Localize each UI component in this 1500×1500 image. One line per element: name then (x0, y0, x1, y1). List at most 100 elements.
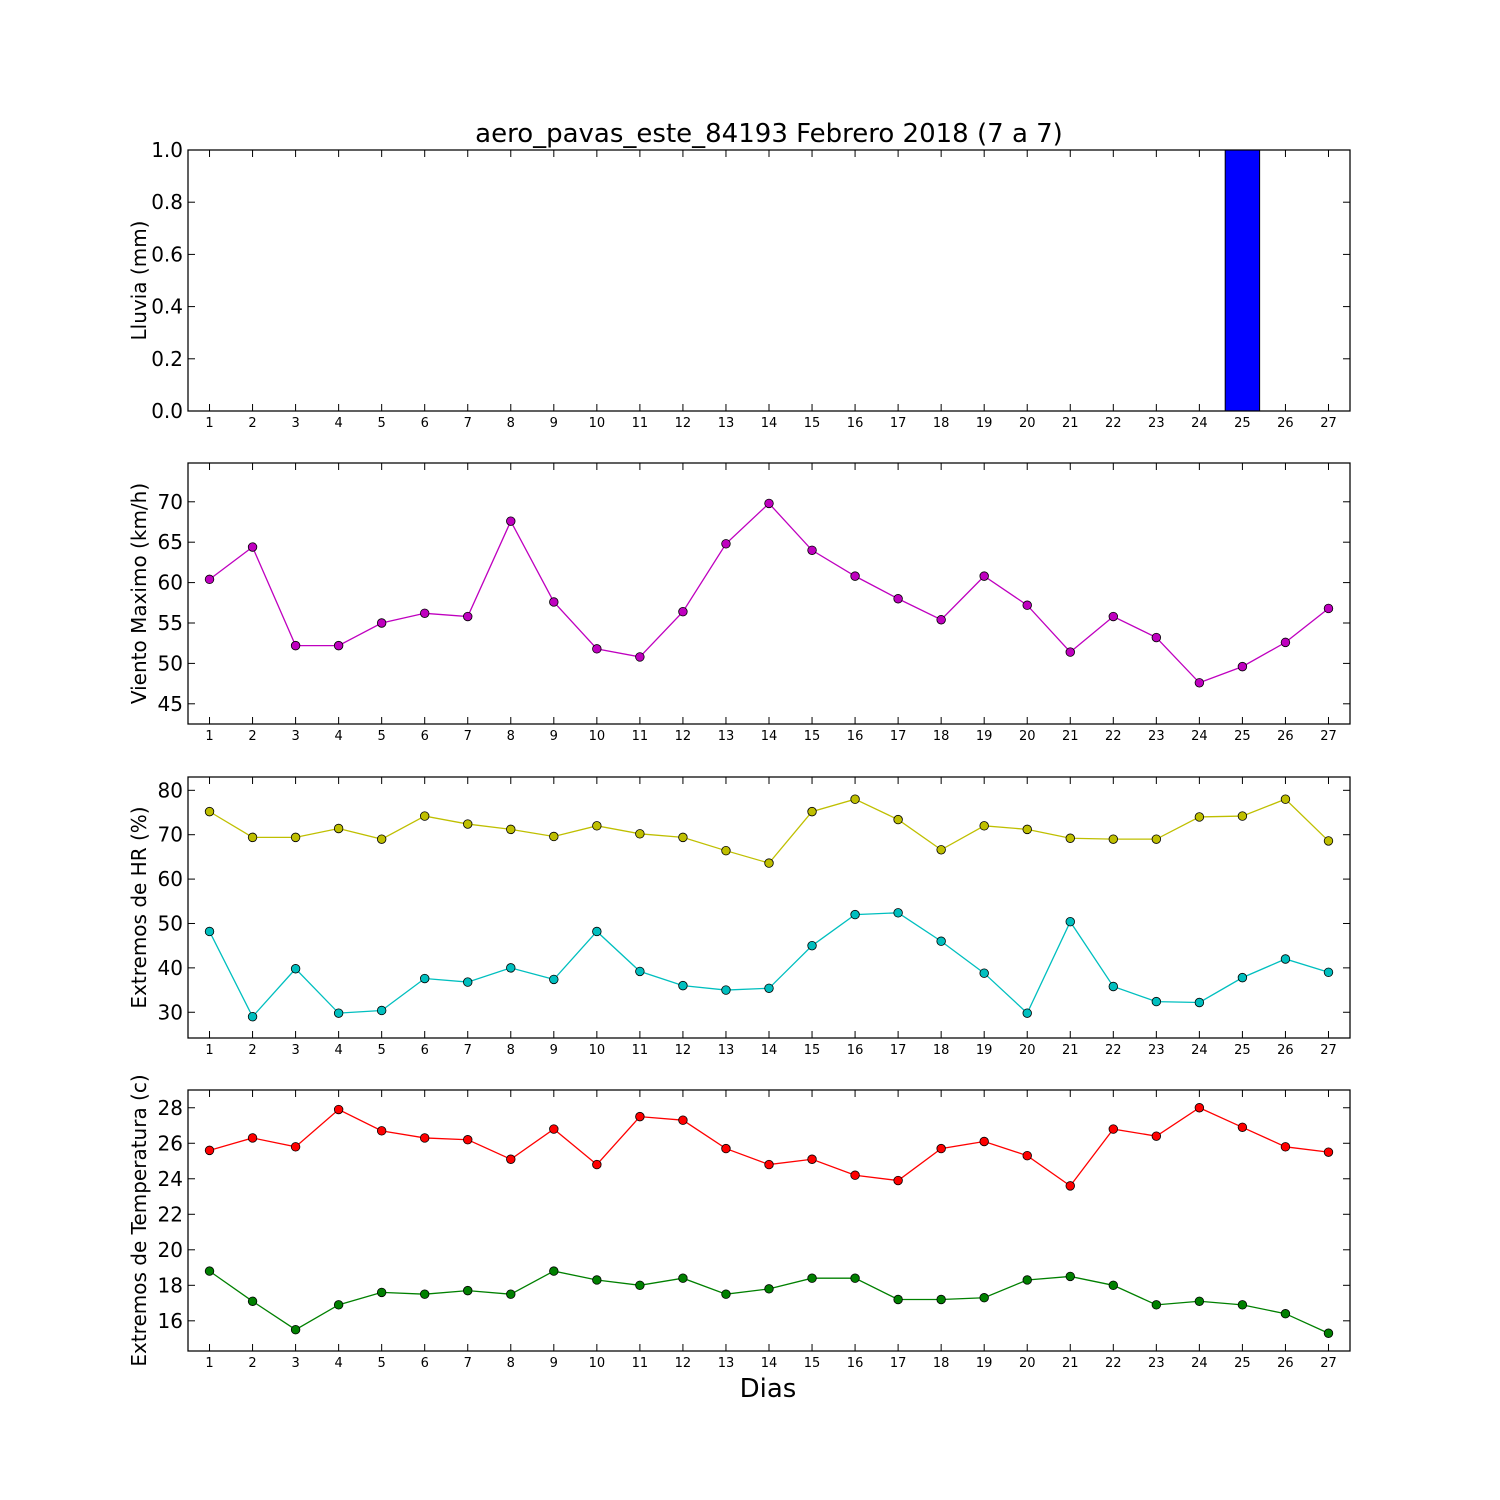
temperature-series-0-point (549, 1124, 559, 1134)
humidity-xtick-label: 4 (334, 1043, 342, 1058)
humidity-series-1-point (936, 936, 946, 946)
humidity-series-1-point (721, 985, 731, 995)
humidity-series-1-point (1151, 996, 1162, 1007)
temperature-series-1-point (721, 1289, 731, 1299)
wind-xtick-label: 23 (1148, 729, 1165, 744)
wind-series-0-point (1065, 647, 1075, 657)
wind-axes-frame (187, 462, 1351, 725)
humidity-ytick-label: 70 (158, 823, 183, 847)
temperature-xtick-label: 9 (550, 1356, 558, 1371)
wind-series-0-point (376, 618, 387, 628)
humidity-ytick-label: 30 (158, 1000, 183, 1024)
temperature-series-1-point (420, 1289, 430, 1299)
temperature-series-0-point (1323, 1147, 1334, 1157)
temperature-ytick-label: 24 (158, 1167, 183, 1191)
humidity-series-1-point (979, 968, 989, 978)
wind-series-0-point (1194, 678, 1205, 688)
humidity-series-0-point (807, 806, 817, 817)
temperature-ytick-label: 16 (158, 1309, 183, 1333)
rain-xtick-label: 2 (248, 416, 256, 431)
wind-series-0-point (807, 545, 817, 555)
wind-series-0-point (1237, 661, 1248, 672)
humidity-xtick-label: 21 (1062, 1043, 1079, 1058)
temperature-xtick-label: 19 (976, 1356, 993, 1371)
humidity-series-0-point (204, 806, 215, 817)
wind-ytick-label: 50 (158, 651, 183, 675)
rain-xtick-label: 5 (378, 416, 386, 431)
wind-xtick-label: 19 (976, 729, 993, 744)
temperature-series-1-point (1108, 1280, 1118, 1291)
temperature-xtick-label: 2 (248, 1356, 256, 1371)
humidity-xtick-label: 10 (589, 1043, 606, 1058)
humidity-series-1-point (376, 1005, 387, 1016)
humidity-series-1-point (893, 908, 903, 918)
temperature-xtick-label: 24 (1191, 1356, 1208, 1371)
temperature-xtick-label: 7 (464, 1356, 472, 1371)
wind-series-0-point (420, 608, 430, 618)
temperature-series-0-point (936, 1143, 946, 1154)
temperature-series-1-point (893, 1294, 903, 1305)
temperature-xtick-label: 5 (378, 1356, 386, 1371)
temperature-series-0-point (635, 1111, 645, 1122)
wind-series-0-point (333, 640, 344, 651)
humidity-xtick-label: 23 (1148, 1043, 1165, 1058)
humidity-series-0-point (936, 845, 946, 855)
rain-bar (1224, 149, 1261, 412)
humidity-ytick-label: 80 (158, 778, 183, 802)
temperature-series-0-point (247, 1133, 258, 1143)
temperature-series-1-point (549, 1266, 559, 1276)
temperature-series-0-point (463, 1135, 473, 1145)
temperature-series-0-point (1151, 1131, 1162, 1141)
humidity-xtick-label: 11 (632, 1043, 649, 1058)
temperature-series-0-point (979, 1136, 989, 1147)
rain-ytick-label: 1.0 (151, 138, 183, 162)
temperature-series-0-point (1194, 1103, 1205, 1113)
humidity-series-1-point (463, 977, 473, 987)
humidity-series-0-point (764, 858, 774, 868)
wind-xtick-label: 10 (589, 729, 606, 744)
rain-xtick-label: 27 (1320, 416, 1337, 431)
humidity-xtick-label: 19 (976, 1043, 993, 1058)
humidity-series-1-point (1237, 972, 1248, 983)
wind-series-0-point (979, 571, 989, 581)
rain-xtick-label: 21 (1062, 416, 1079, 431)
temperature-xtick-label: 6 (421, 1356, 429, 1371)
humidity-series-1-point (420, 973, 430, 984)
temperature-ytick-label: 20 (158, 1238, 183, 1262)
humidity-axes-frame (187, 776, 1351, 1039)
temperature-series-0-point (333, 1104, 344, 1115)
temperature-series-1-point (1065, 1271, 1075, 1282)
temperature-series-1-point (1194, 1296, 1205, 1306)
humidity-ytick-label: 50 (158, 911, 183, 935)
humidity-series-0-point (893, 814, 903, 825)
wind-ytick-label: 55 (158, 611, 183, 635)
temperature-xtick-label: 1 (205, 1356, 213, 1371)
rain-xtick-label: 25 (1234, 416, 1251, 431)
temperature-series-1-point (463, 1285, 473, 1296)
rain-axes-frame (187, 149, 1351, 412)
temperature-series-0-point (721, 1143, 731, 1154)
humidity-series-0-point (463, 819, 473, 829)
rain-xtick-label: 1 (205, 416, 213, 431)
humidity-series-0-point (1194, 812, 1205, 822)
humidity-series-1-point (764, 983, 774, 993)
wind-xtick-label: 20 (1019, 729, 1036, 744)
wind-xtick-label: 18 (933, 729, 950, 744)
wind-series-0-point (1108, 611, 1118, 622)
humidity-xtick-label: 20 (1019, 1043, 1036, 1058)
humidity-series-1-point (1194, 997, 1205, 1008)
wind-xtick-label: 12 (675, 729, 692, 744)
humidity-series-0-point (549, 831, 559, 842)
humidity-series-1-point (592, 926, 602, 937)
temperature-ytick-label: 26 (158, 1131, 183, 1155)
humidity-series-0-point (290, 832, 301, 843)
temperature-xtick-label: 13 (718, 1356, 735, 1371)
humidity-xtick-label: 6 (421, 1043, 429, 1058)
temperature-series-0-point (204, 1145, 215, 1156)
temperature-xtick-label: 26 (1277, 1356, 1294, 1371)
rain-ytick-label: 0.6 (151, 242, 183, 266)
rain-panel: 0.00.20.40.60.81.01 2 3 4 5 6 7 8 9 10 11 12 13 14 15 1… (127, 138, 1351, 431)
wind-series-0-point (506, 516, 516, 526)
